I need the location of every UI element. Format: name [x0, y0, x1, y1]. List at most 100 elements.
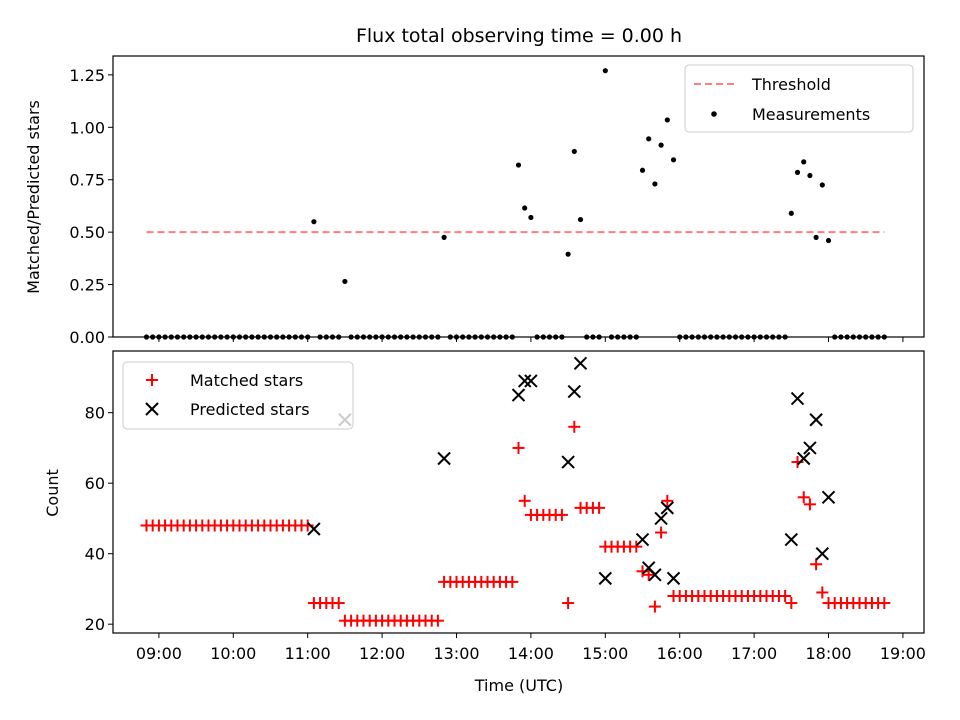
predicted-star-point	[821, 490, 836, 504]
matched-star-point	[562, 597, 575, 610]
predicted-star-point-stroke-b	[641, 561, 656, 575]
top-y-tick-label: 1.00	[69, 118, 105, 137]
x-tick-label: 12:00	[359, 644, 405, 663]
predicted-star-point-stroke-b	[803, 441, 817, 455]
matched-star-point	[555, 508, 568, 521]
legend-matched-swatch	[146, 374, 158, 386]
measurement-point	[807, 172, 813, 179]
bottom-y-axis-label: Count	[43, 469, 62, 517]
predicted-star-point-stroke-b	[561, 455, 575, 469]
top-y-tick-label: 0.25	[69, 276, 105, 295]
predicted-star-point	[635, 532, 650, 547]
matched-star-point	[518, 494, 531, 507]
x-tick-label: 15:00	[582, 644, 628, 663]
top-y-tick-label: 0.75	[69, 171, 105, 190]
predicted-star-point-stroke-b	[511, 388, 526, 402]
x-tick-label: 17:00	[731, 644, 777, 663]
matched-star-point	[593, 501, 606, 514]
measurement-point	[639, 167, 646, 173]
bottom-legend: Matched stars Predicted stars	[122, 361, 354, 430]
predicted-star-point	[666, 571, 681, 586]
measurement-point	[658, 142, 664, 148]
matched-star-point	[661, 494, 674, 507]
matched-star-point	[506, 575, 519, 588]
x-tick-label: 19:00	[880, 644, 926, 663]
measurement-point	[311, 219, 317, 225]
bottom-axes-frame	[112, 350, 925, 634]
measurement-point	[342, 278, 348, 285]
predicted-star-point	[809, 413, 823, 427]
predicted-star-point-stroke-b	[654, 511, 668, 526]
bottom-y-tick-label: 40	[85, 545, 105, 564]
predicted-star-point	[790, 391, 805, 406]
measurement-point	[664, 117, 670, 123]
legend-threshold-label: Threshold	[751, 75, 831, 94]
predicted-star-point	[511, 388, 526, 402]
bottom-y-tick-label: 20	[85, 615, 105, 634]
x-tick-label: 10:00	[210, 644, 256, 663]
predicted-star-point	[803, 441, 817, 455]
predicted-star-point	[524, 374, 538, 388]
bottom-panel: 20 40 60 80 09:00 10:00 11:00 12:00 13:00 14:00 1…	[43, 350, 926, 695]
predicted-star-point-stroke-b	[567, 384, 582, 399]
matched-star-point	[648, 600, 661, 613]
predicted-star-point	[517, 374, 532, 388]
bottom-y-tick-label: 60	[85, 474, 105, 493]
predicted-star-point-stroke-b	[815, 546, 830, 561]
matched-star-point	[512, 441, 525, 454]
x-tick-label: 16:00	[657, 644, 703, 663]
top-axes-frame	[112, 55, 925, 338]
top-y-axis-label: Matched/Predicted stars	[24, 100, 43, 294]
predicted-star-point-stroke-b	[517, 374, 532, 388]
measurement-point	[670, 157, 677, 163]
predicted-star-point-stroke-b	[660, 501, 675, 515]
top-y-tick-label: 1.25	[69, 66, 105, 85]
matched-star-point	[332, 597, 345, 610]
top-y-tick-label: 0.00	[69, 328, 105, 347]
measurement-point	[652, 181, 658, 187]
predicted-star-point-stroke-b	[524, 374, 538, 388]
predicted-star-point	[784, 532, 799, 547]
matched-star-point	[642, 568, 655, 581]
measurement-point	[646, 136, 652, 142]
predicted-star-point	[598, 571, 613, 586]
chart-title: Flux total observing time = 0.00 h	[356, 25, 682, 47]
measurement-point	[825, 237, 832, 244]
legend-measurements-label: Measurements	[752, 105, 870, 124]
predicted-star-point-stroke-b	[797, 451, 811, 466]
predicted-star-point-stroke-b	[821, 490, 836, 504]
x-tick-label: 13:00	[433, 644, 479, 663]
top-y-tick-label: 0.50	[69, 223, 105, 242]
legend-measurements-swatch	[711, 111, 717, 117]
measurement-point	[515, 162, 522, 168]
x-tick-label: 18:00	[805, 644, 851, 663]
x-tick-label: 14:00	[508, 644, 554, 663]
predicted-star-point-stroke-b	[573, 356, 588, 371]
predicted-star-point	[815, 546, 830, 561]
measurement-point	[788, 210, 794, 216]
predicted-star-point	[573, 356, 588, 371]
matched-star-point	[431, 614, 444, 627]
measurement-point	[577, 216, 584, 223]
measurement-point	[813, 234, 819, 240]
matched-star-point	[878, 597, 891, 610]
matched-star-point	[568, 420, 581, 433]
matched-star-point	[810, 558, 823, 571]
predicted-star-point-stroke-b	[635, 532, 650, 547]
matched-star-point	[797, 491, 810, 504]
predicted-star-point-stroke-b	[437, 451, 451, 466]
top-panel: Flux total observing time = 0.00 h 0.00 0…	[24, 25, 925, 347]
predicted-star-point-stroke-b	[784, 532, 799, 547]
matched-star-point	[816, 586, 829, 599]
predicted-star-point-stroke-b	[307, 522, 321, 536]
legend-predicted-swatch	[145, 402, 159, 416]
measurement-point	[441, 234, 447, 240]
x-tick-label: 09:00	[136, 644, 182, 663]
predicted-star-point	[307, 522, 321, 536]
matched-star-point	[803, 498, 816, 511]
matched-star-point	[785, 597, 798, 610]
predicted-star-point-stroke-b	[790, 391, 805, 406]
top-legend: Threshold Measurements	[684, 64, 914, 133]
predicted-star-point	[648, 568, 662, 582]
